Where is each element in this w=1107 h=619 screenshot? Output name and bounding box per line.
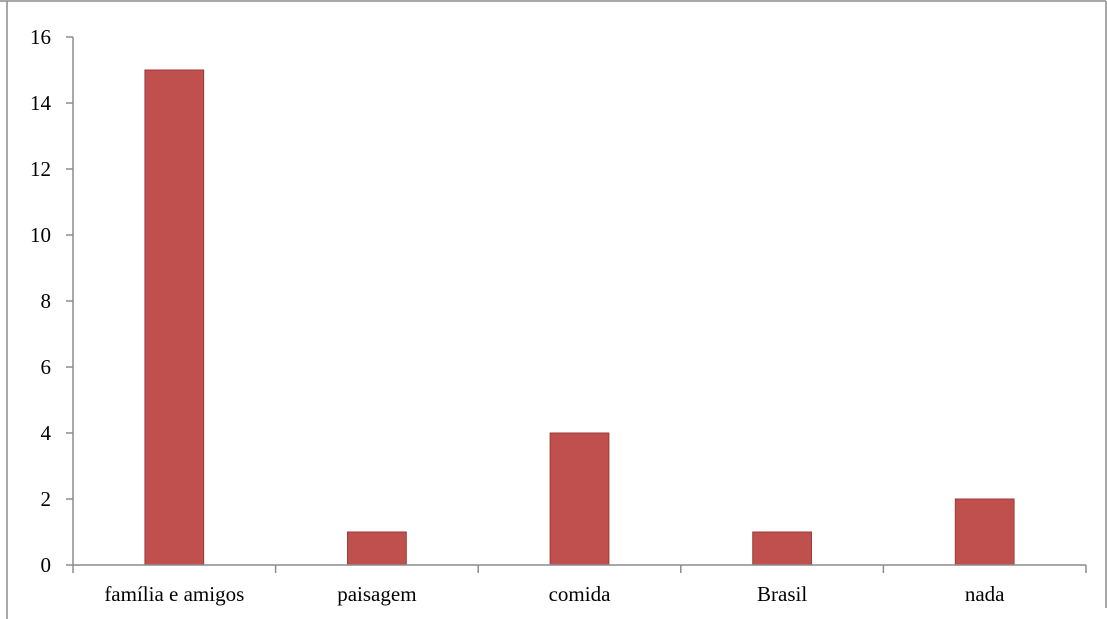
y-tick-label: 2 — [41, 487, 52, 511]
bar-3 — [752, 531, 812, 566]
bar-4 — [954, 498, 1015, 566]
bar-2 — [549, 432, 610, 566]
x-tick-label: Brasil — [757, 582, 807, 606]
y-tick-label: 8 — [41, 289, 52, 313]
y-tick-label: 6 — [41, 355, 52, 379]
y-tick-label: 4 — [41, 421, 52, 445]
bar-1 — [347, 531, 407, 566]
y-tick-label: 0 — [41, 553, 52, 577]
y-tick-label: 12 — [30, 157, 51, 181]
x-tick-label: paisagem — [337, 582, 416, 606]
y-tick-label: 16 — [30, 25, 51, 49]
x-tick-label: comida — [549, 582, 611, 606]
y-tick-label: 10 — [30, 223, 51, 247]
bar-0 — [144, 69, 205, 566]
x-tick-label: nada — [965, 582, 1005, 606]
y-tick-label: 14 — [30, 91, 52, 115]
x-tick-label: família e amigos — [104, 582, 244, 606]
